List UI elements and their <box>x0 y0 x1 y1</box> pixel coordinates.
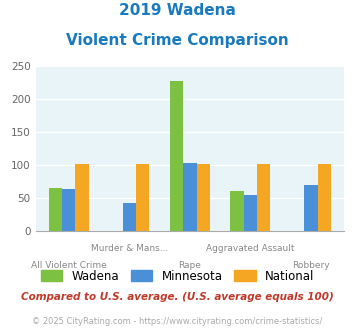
Bar <box>318 164 331 231</box>
Bar <box>76 164 89 231</box>
Text: Murder & Mans...: Murder & Mans... <box>91 244 168 253</box>
Bar <box>244 195 257 231</box>
Text: Violent Crime Comparison: Violent Crime Comparison <box>66 33 289 48</box>
Bar <box>304 185 318 231</box>
Legend: Wadena, Minnesota, National: Wadena, Minnesota, National <box>36 265 319 287</box>
Bar <box>136 164 149 231</box>
Text: All Violent Crime: All Violent Crime <box>31 261 107 270</box>
Text: Aggravated Assault: Aggravated Assault <box>206 244 295 253</box>
Text: Robbery: Robbery <box>292 261 330 270</box>
Text: © 2025 CityRating.com - https://www.cityrating.com/crime-statistics/: © 2025 CityRating.com - https://www.city… <box>32 317 323 326</box>
Bar <box>123 203 136 231</box>
Bar <box>183 163 197 231</box>
Text: 2019 Wadena: 2019 Wadena <box>119 3 236 18</box>
Bar <box>197 164 210 231</box>
Bar <box>230 191 244 231</box>
Bar <box>49 188 62 231</box>
Bar <box>257 164 271 231</box>
Bar <box>170 81 183 231</box>
Text: Rape: Rape <box>179 261 201 270</box>
Bar <box>62 189 76 231</box>
Text: Compared to U.S. average. (U.S. average equals 100): Compared to U.S. average. (U.S. average … <box>21 292 334 302</box>
